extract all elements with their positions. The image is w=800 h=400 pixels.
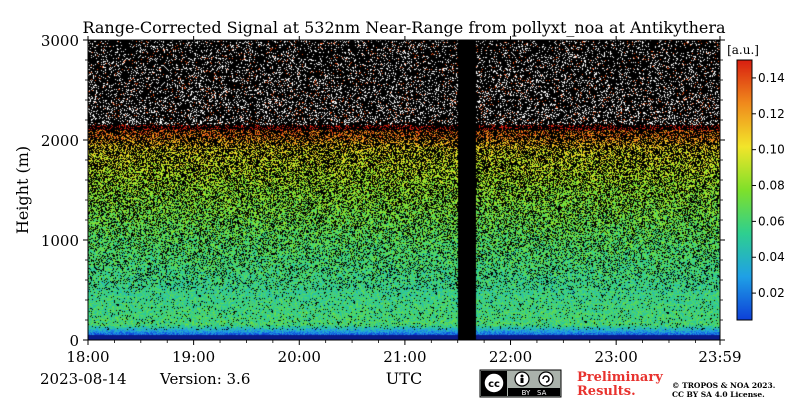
x-tick-label: 23:00: [595, 348, 638, 366]
heatmap-image: [88, 40, 720, 340]
x-tick-label: 23:59: [698, 348, 741, 366]
x-axis-label: UTC: [386, 369, 422, 388]
svg-text:cc: cc: [488, 379, 500, 390]
license-badge-text: BY SA: [522, 389, 547, 397]
y-axis-label: Height (m): [13, 146, 32, 234]
preliminary-line1: Preliminary: [577, 370, 663, 385]
sa-icon: [538, 371, 554, 387]
colorbar-unit: [a.u.]: [727, 43, 759, 57]
colorbar-tick-label: 0.08: [758, 179, 785, 193]
colorbar-tick-label: 0.14: [758, 71, 785, 85]
y-tick-label: 0: [69, 332, 79, 350]
colorbar-tick-label: 0.04: [758, 250, 785, 264]
footer-date: 2023-08-14: [40, 370, 126, 388]
x-tick-label: 21:00: [383, 348, 426, 366]
copyright-line1: © TROPOS & NOA 2023.: [672, 381, 775, 390]
colorbar-tick-label: 0.10: [758, 143, 785, 157]
preliminary-line2: Results.: [577, 384, 636, 399]
chart-title: Range-Corrected Signal at 532nm Near-Ran…: [82, 18, 726, 37]
x-tick-label: 18:00: [66, 348, 109, 366]
colorbar-tick-label: 0.02: [758, 286, 785, 300]
cc-icon: [483, 372, 505, 394]
colorbar-tick-label: 0.06: [758, 214, 785, 228]
x-tick-label: 20:00: [278, 348, 321, 366]
colorbar: [736, 59, 753, 321]
y-tick-label: 2000: [41, 132, 79, 150]
colorbar-tick-label: 0.12: [758, 107, 785, 121]
heatmap-layer: [88, 40, 720, 340]
y-tick-label: 3000: [41, 32, 79, 50]
x-tick-label: 22:00: [489, 348, 532, 366]
y-tick-label: 1000: [41, 232, 79, 250]
x-tick-label: 19:00: [172, 348, 215, 366]
x-axis: 18:00 19:00 20:00 21:00 22:00 23:00 23:59: [66, 36, 742, 366]
footer-version: Version: 3.6: [159, 370, 250, 388]
copyright-line2: CC BY SA 4.0 License.: [672, 390, 765, 399]
plot-frame: [87, 39, 721, 341]
colorbar-ticks: 0.02 0.04 0.06 0.08 0.10 0.12 0.14: [752, 71, 785, 300]
cc-license-badge: cc BY SA: [479, 369, 562, 398]
y-axis: 0 1000 2000 3000: [41, 32, 725, 350]
